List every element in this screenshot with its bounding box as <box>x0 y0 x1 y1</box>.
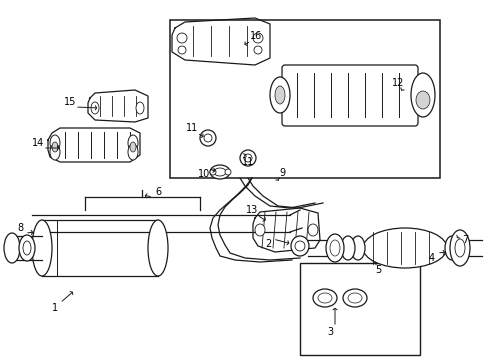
Ellipse shape <box>347 293 361 303</box>
Ellipse shape <box>4 233 20 263</box>
Ellipse shape <box>290 236 308 256</box>
Ellipse shape <box>50 144 60 160</box>
Ellipse shape <box>294 241 305 251</box>
Ellipse shape <box>449 230 469 266</box>
Text: 1: 1 <box>52 303 58 313</box>
Text: 2: 2 <box>264 239 270 249</box>
Ellipse shape <box>415 91 429 109</box>
Ellipse shape <box>252 33 263 43</box>
Ellipse shape <box>19 235 35 261</box>
Text: 15: 15 <box>63 97 76 107</box>
Ellipse shape <box>50 135 60 151</box>
Text: 5: 5 <box>374 265 380 275</box>
Ellipse shape <box>178 46 185 54</box>
Text: 13: 13 <box>245 205 258 215</box>
Ellipse shape <box>444 236 458 260</box>
Ellipse shape <box>329 240 339 256</box>
Ellipse shape <box>317 293 331 303</box>
Ellipse shape <box>209 165 229 179</box>
Text: 4: 4 <box>428 253 434 263</box>
Ellipse shape <box>312 289 336 307</box>
Ellipse shape <box>342 289 366 307</box>
Ellipse shape <box>254 224 264 236</box>
Ellipse shape <box>454 239 464 257</box>
Ellipse shape <box>307 224 317 236</box>
Ellipse shape <box>350 236 364 260</box>
Bar <box>170 20 439 178</box>
Text: 14: 14 <box>32 138 44 148</box>
Text: 3: 3 <box>326 327 332 337</box>
Text: 12: 12 <box>391 78 404 88</box>
Ellipse shape <box>200 130 216 146</box>
Ellipse shape <box>325 234 343 262</box>
Text: 6: 6 <box>155 187 161 197</box>
Ellipse shape <box>240 150 256 166</box>
Ellipse shape <box>274 86 285 104</box>
Ellipse shape <box>128 135 138 151</box>
Ellipse shape <box>340 236 354 260</box>
Ellipse shape <box>91 102 99 114</box>
Ellipse shape <box>224 169 230 175</box>
Ellipse shape <box>269 77 289 113</box>
Ellipse shape <box>128 144 138 160</box>
Text: 10: 10 <box>198 169 210 179</box>
Ellipse shape <box>244 154 251 162</box>
Ellipse shape <box>410 73 434 117</box>
Ellipse shape <box>177 33 186 43</box>
Ellipse shape <box>148 220 168 276</box>
Bar <box>299 263 419 355</box>
Ellipse shape <box>214 168 225 176</box>
Text: 16: 16 <box>249 31 262 41</box>
Ellipse shape <box>209 169 216 175</box>
Ellipse shape <box>130 142 136 152</box>
Text: 11: 11 <box>242 157 254 167</box>
FancyBboxPatch shape <box>282 65 417 126</box>
Text: 9: 9 <box>278 168 285 178</box>
Ellipse shape <box>136 102 143 114</box>
Ellipse shape <box>23 241 31 255</box>
Text: 8: 8 <box>17 223 23 233</box>
Text: 11: 11 <box>185 123 198 133</box>
Ellipse shape <box>52 142 58 152</box>
Ellipse shape <box>253 46 262 54</box>
Text: 7: 7 <box>461 235 467 245</box>
Ellipse shape <box>203 134 212 142</box>
Ellipse shape <box>362 228 446 268</box>
Ellipse shape <box>32 220 52 276</box>
